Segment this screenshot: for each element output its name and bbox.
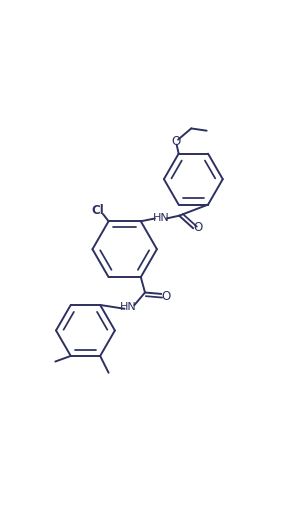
Text: O: O	[171, 135, 181, 148]
Text: Cl: Cl	[91, 204, 104, 217]
Text: HN: HN	[120, 301, 137, 311]
Text: O: O	[162, 290, 171, 303]
Text: O: O	[194, 221, 203, 234]
Text: HN: HN	[153, 213, 169, 223]
